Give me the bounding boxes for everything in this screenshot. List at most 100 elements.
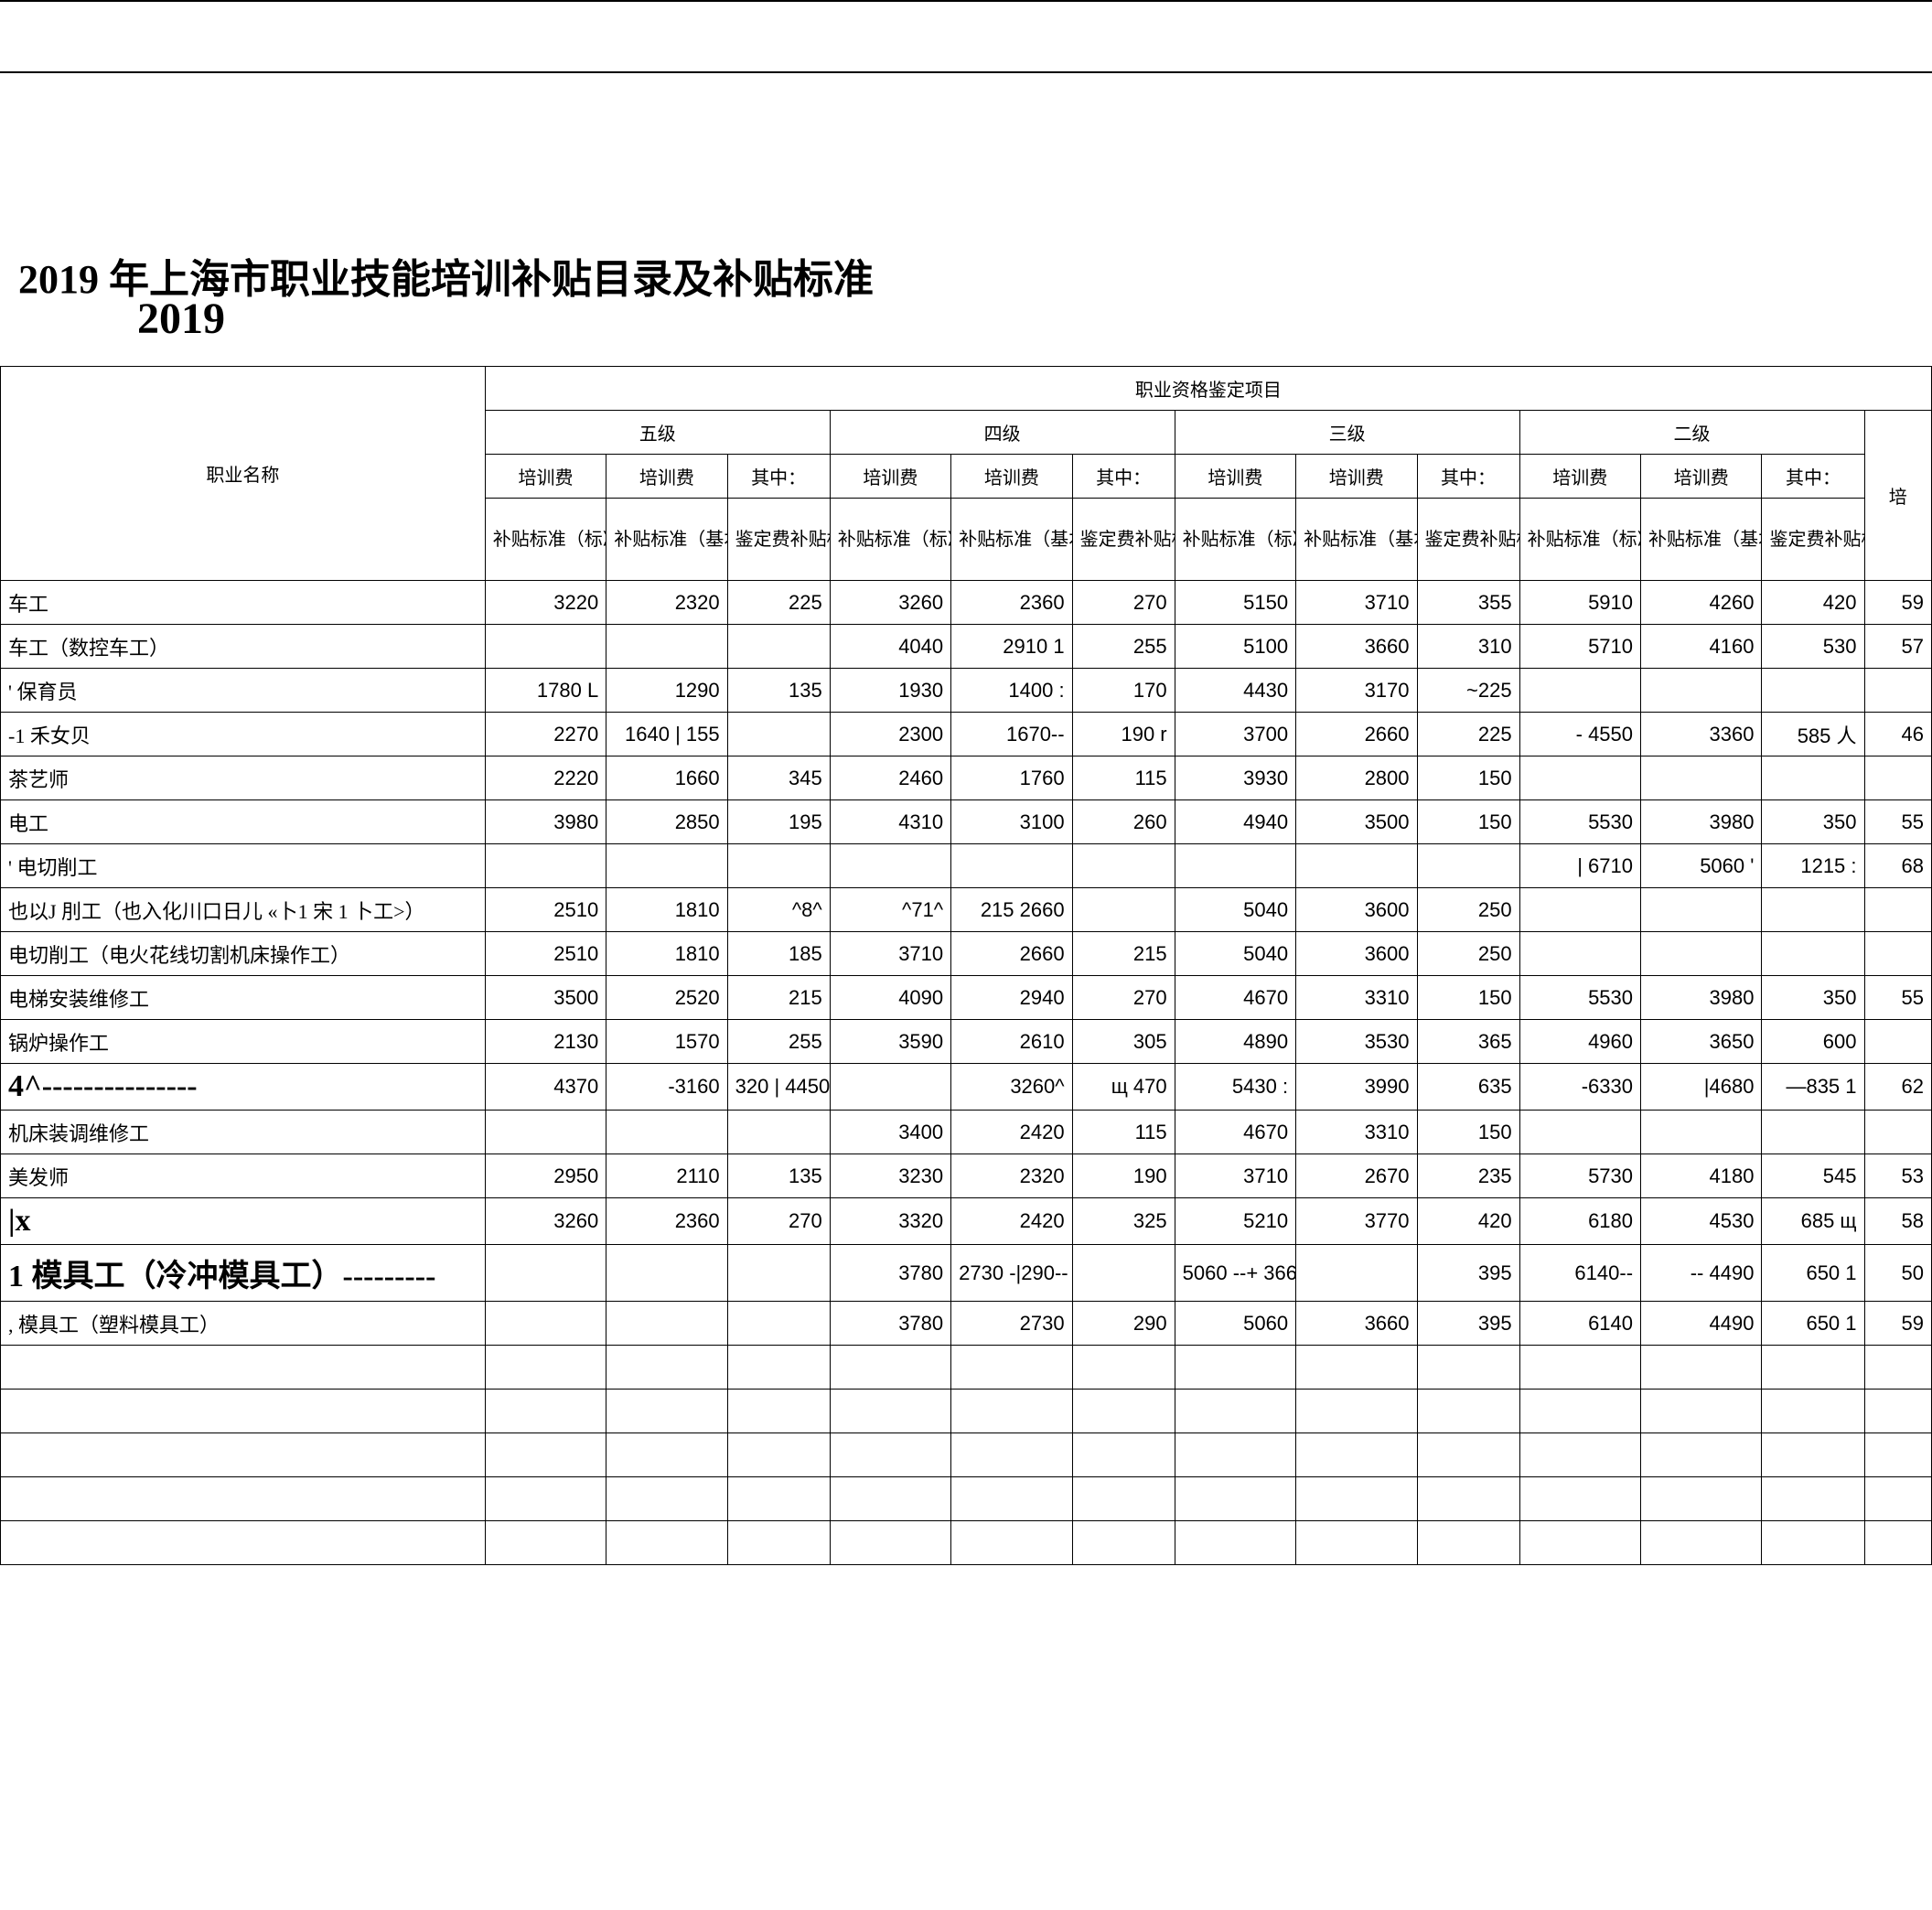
cell: 3980 — [1641, 976, 1762, 1020]
cell: 4670 — [1175, 1111, 1295, 1154]
cell: 6180 — [1519, 1198, 1640, 1245]
cell — [606, 1521, 727, 1565]
header-level-2: 二级 — [1519, 411, 1864, 455]
cell — [1296, 1346, 1417, 1390]
cell: 5910 — [1519, 581, 1640, 625]
cell: 115 — [1072, 1111, 1175, 1154]
cell: 420 — [1762, 581, 1864, 625]
cell — [830, 1477, 950, 1521]
cell: 2300 — [830, 713, 950, 756]
h5b: 培训费 — [606, 455, 727, 499]
cell: 310 — [1417, 625, 1519, 669]
cell: 215 2660 — [951, 888, 1072, 932]
row-name: 也以J 刖工（也入化川口日儿 «卜1 宋 1 卜工>） — [1, 888, 486, 932]
cell: 585 人 — [1762, 713, 1864, 756]
table-row: 也以J 刖工（也入化川口日儿 «卜1 宋 1 卜工>）25101810^8^^7… — [1, 888, 1932, 932]
cell: 2940 — [951, 976, 1072, 1020]
cell: 1760 — [951, 756, 1072, 800]
cell: 250 — [1417, 888, 1519, 932]
table-row — [1, 1390, 1932, 1433]
cell: 53 — [1864, 1154, 1931, 1198]
cell: 5060 --+ 366J — [1175, 1245, 1295, 1302]
cell: 2730 — [951, 1302, 1072, 1346]
cell: 170 — [1072, 669, 1175, 713]
cell — [1175, 1433, 1295, 1477]
cell — [606, 1390, 727, 1433]
cell: 2730 -|290-- — [951, 1245, 1072, 1302]
cell — [951, 1433, 1072, 1477]
table-body: 车工32202320225326023602705150371035559104… — [1, 581, 1932, 1565]
cell — [1175, 1346, 1295, 1390]
cell: 270 — [1072, 976, 1175, 1020]
cell: —835 1 — [1762, 1064, 1864, 1111]
cell — [485, 625, 606, 669]
cell — [1762, 1433, 1864, 1477]
cell — [1762, 932, 1864, 976]
cell: 2110 — [606, 1154, 727, 1198]
cell — [1762, 1521, 1864, 1565]
cell: ~225 — [1417, 669, 1519, 713]
cell: 58 — [1864, 1198, 1931, 1245]
cell — [606, 1433, 727, 1477]
h5a: 培训费 — [485, 455, 606, 499]
cell: 545 — [1762, 1154, 1864, 1198]
cell — [727, 713, 830, 756]
cell: 115 — [1072, 756, 1175, 800]
cell — [1641, 1477, 1762, 1521]
table-row: 1 模具工（冷冲模具工）---------37802730 -|290--506… — [1, 1245, 1932, 1302]
cell: 2850 — [606, 800, 727, 844]
cell — [951, 1346, 1072, 1390]
cell — [830, 1433, 950, 1477]
cell: 3220 — [485, 581, 606, 625]
cell: 62 — [1864, 1064, 1931, 1111]
cell: 3660 — [1296, 1302, 1417, 1346]
cell: 395 — [1417, 1302, 1519, 1346]
cell: 255 — [1072, 625, 1175, 669]
cell — [830, 844, 950, 888]
cell: 260 — [1072, 800, 1175, 844]
cell — [606, 1111, 727, 1154]
cell: - 4550 — [1519, 713, 1640, 756]
table-row: 美发师2950211013532302320190371026702355730… — [1, 1154, 1932, 1198]
cell — [951, 1521, 1072, 1565]
h2b: 培训费 — [1641, 455, 1762, 499]
cell — [1072, 888, 1175, 932]
cell: 3260 — [830, 581, 950, 625]
table-row: 锅炉操作工21301570255359026103054890353036549… — [1, 1020, 1932, 1064]
h4b: 培训费 — [951, 455, 1072, 499]
cell — [1641, 932, 1762, 976]
cell: 135 — [727, 669, 830, 713]
cell: 345 — [727, 756, 830, 800]
cell: 3710 — [1175, 1154, 1295, 1198]
cell — [1417, 1433, 1519, 1477]
cell: 2660 — [951, 932, 1072, 976]
cell: 5040 — [1175, 932, 1295, 976]
table-row — [1, 1346, 1932, 1390]
cell: 5060 ' — [1641, 844, 1762, 888]
cell — [1864, 1433, 1931, 1477]
cell — [1864, 1111, 1931, 1154]
cell — [1072, 1433, 1175, 1477]
h3c: 其中： — [1417, 455, 1519, 499]
row-name: 锅炉操作工 — [1, 1020, 486, 1064]
cell — [1296, 844, 1417, 888]
cell — [1072, 1346, 1175, 1390]
table-row: 茶艺师222016603452460176011539302800150 — [1, 756, 1932, 800]
header-level-5: 五级 — [485, 411, 830, 455]
table-head: 职业名称 职业资格鉴定项目 五级 四级 三级 二级 培 培训费 培训费 其中： … — [1, 367, 1932, 581]
cell: 270 — [1072, 581, 1175, 625]
cell — [1519, 888, 1640, 932]
cell: 2910 1 — [951, 625, 1072, 669]
cell: 1640 | 155 — [606, 713, 727, 756]
cell — [1641, 1521, 1762, 1565]
cell: 5710 — [1519, 625, 1640, 669]
row-name: |x — [1, 1198, 486, 1245]
cell: 2420 — [951, 1198, 1072, 1245]
cell — [1864, 1521, 1931, 1565]
cell: 3710 — [830, 932, 950, 976]
cell — [951, 1390, 1072, 1433]
cell: 3310 — [1296, 1111, 1417, 1154]
cell — [1762, 669, 1864, 713]
title-area: 2019 年上海市职业技能培训补贴目录及补贴标准 2019 — [0, 256, 1932, 366]
header-level-3: 三级 — [1175, 411, 1519, 455]
